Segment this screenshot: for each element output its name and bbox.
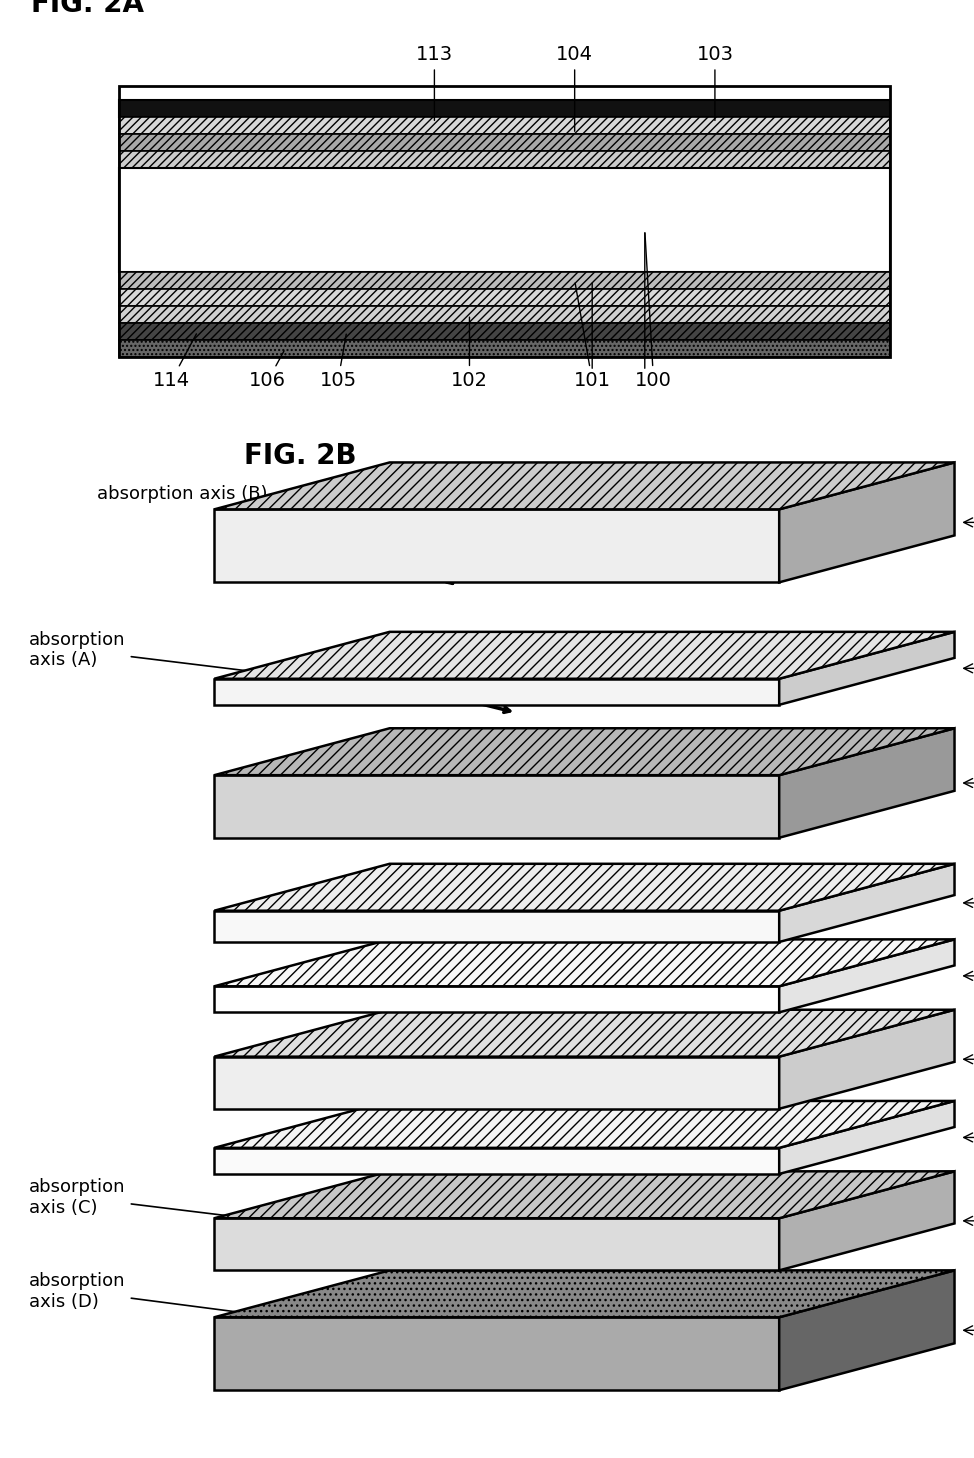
Bar <box>119 117 890 134</box>
Bar <box>119 271 890 289</box>
Text: FIG. 2A: FIG. 2A <box>31 0 144 17</box>
Polygon shape <box>214 1270 955 1317</box>
Text: 114: 114 <box>963 1127 974 1147</box>
Polygon shape <box>214 462 955 509</box>
Bar <box>119 86 890 357</box>
Bar <box>119 324 890 340</box>
Polygon shape <box>214 1057 779 1108</box>
Text: 114: 114 <box>153 334 197 391</box>
Polygon shape <box>214 986 779 1012</box>
Polygon shape <box>214 1317 779 1391</box>
Text: absorption
axis (A): absorption axis (A) <box>29 631 414 694</box>
Polygon shape <box>779 1171 955 1270</box>
Polygon shape <box>779 1101 955 1174</box>
Text: 103: 103 <box>696 45 733 121</box>
Bar <box>119 340 890 357</box>
Text: absorption axis (B): absorption axis (B) <box>97 484 463 545</box>
Text: 105: 105 <box>963 1210 974 1231</box>
Text: 106: 106 <box>963 1321 974 1340</box>
Polygon shape <box>214 1101 955 1147</box>
Polygon shape <box>779 1270 955 1391</box>
Text: 100: 100 <box>963 965 974 986</box>
Polygon shape <box>214 1171 955 1219</box>
Bar <box>119 306 890 324</box>
Polygon shape <box>214 1219 779 1270</box>
Polygon shape <box>214 509 779 582</box>
Text: 105: 105 <box>319 334 356 391</box>
Polygon shape <box>214 776 779 838</box>
Polygon shape <box>779 462 955 582</box>
Text: 101: 101 <box>574 283 611 391</box>
Polygon shape <box>214 863 955 911</box>
Polygon shape <box>214 679 779 704</box>
Text: absorption
axis (D): absorption axis (D) <box>29 1271 433 1340</box>
Text: 100: 100 <box>635 233 672 391</box>
Bar <box>119 101 890 117</box>
Text: 104: 104 <box>556 45 593 131</box>
Polygon shape <box>779 1010 955 1108</box>
Text: 106: 106 <box>249 351 286 391</box>
Bar <box>119 152 890 168</box>
Bar <box>119 134 890 152</box>
Polygon shape <box>214 631 955 679</box>
Polygon shape <box>214 1010 955 1057</box>
Text: 103: 103 <box>963 659 974 678</box>
Polygon shape <box>779 729 955 838</box>
Polygon shape <box>214 729 955 776</box>
Bar <box>119 168 890 271</box>
Polygon shape <box>214 939 955 986</box>
Bar <box>119 289 890 306</box>
Polygon shape <box>214 1147 779 1174</box>
Text: FIG. 2B: FIG. 2B <box>244 442 356 469</box>
Text: absorption
axis (C): absorption axis (C) <box>29 1178 414 1241</box>
Text: 101: 101 <box>963 892 974 913</box>
Polygon shape <box>779 939 955 1012</box>
Text: 113: 113 <box>416 45 453 121</box>
Text: 113: 113 <box>963 773 974 793</box>
Text: 104: 104 <box>963 512 974 532</box>
Polygon shape <box>779 631 955 704</box>
Polygon shape <box>779 863 955 942</box>
Polygon shape <box>214 911 779 942</box>
Text: 102: 102 <box>451 318 488 391</box>
Text: 102: 102 <box>963 1050 974 1069</box>
